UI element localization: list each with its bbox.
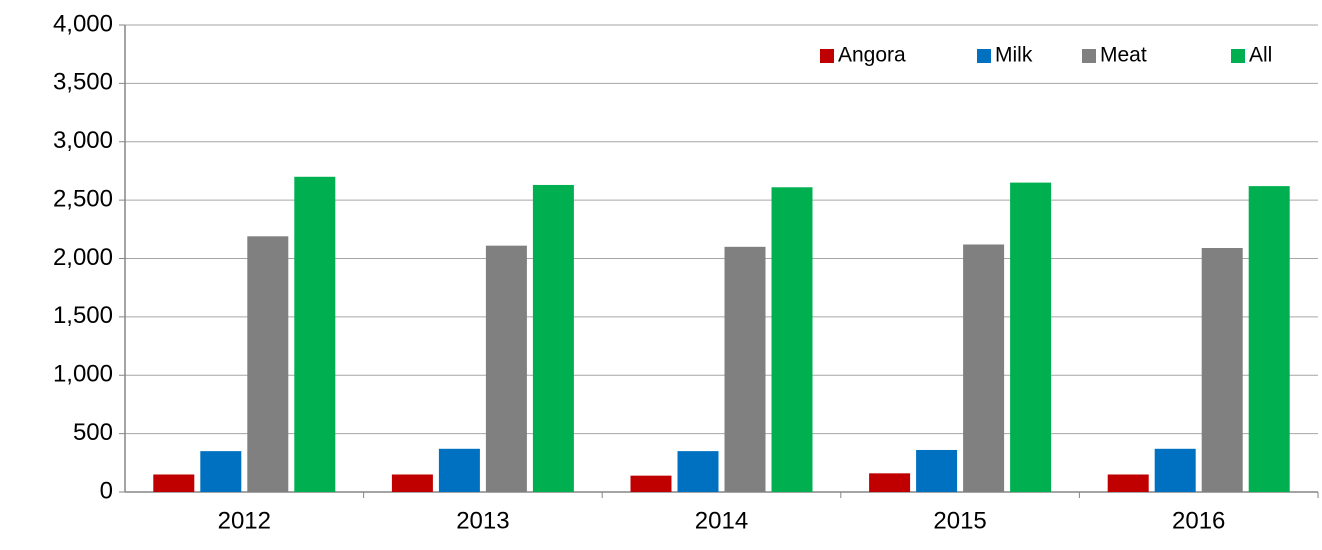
y-tick-label: 500 [73, 419, 113, 446]
legend-label: All [1249, 44, 1272, 67]
bar [1248, 186, 1290, 493]
bar [963, 244, 1005, 492]
bar [1154, 448, 1196, 492]
x-tick-label: 2013 [456, 507, 509, 534]
legend-label: Angora [838, 44, 906, 67]
bar [1107, 474, 1149, 492]
y-tick-label: 0 [100, 477, 113, 504]
legend-swatch [820, 49, 834, 63]
y-tick-label: 3,000 [53, 127, 113, 154]
bar [200, 451, 242, 492]
y-tick-label: 1,000 [53, 361, 113, 388]
legend-swatch [1231, 49, 1245, 63]
bar [294, 176, 336, 492]
x-tick-label: 2016 [1172, 507, 1225, 534]
bar [1010, 182, 1052, 493]
x-tick-label: 2012 [218, 507, 271, 534]
bar [630, 475, 672, 492]
x-tick-label: 2015 [933, 507, 986, 534]
bar [247, 236, 289, 492]
bar [532, 184, 574, 492]
legend-label: Meat [1100, 44, 1147, 67]
bar [677, 451, 719, 492]
y-tick-label: 1,500 [53, 302, 113, 329]
y-tick-label: 2,000 [53, 244, 113, 271]
bar [869, 473, 911, 492]
bar [391, 474, 433, 492]
bar [438, 448, 480, 492]
bar [916, 449, 958, 492]
legend-swatch [1082, 49, 1096, 63]
legend-swatch [977, 49, 991, 63]
y-tick-label: 4,000 [53, 10, 113, 37]
y-tick-label: 2,500 [53, 185, 113, 212]
bar [153, 474, 195, 492]
bar [724, 246, 766, 492]
y-tick-label: 3,500 [53, 69, 113, 96]
bar [771, 187, 813, 492]
bar [485, 245, 527, 492]
x-tick-label: 2014 [695, 507, 748, 534]
legend-label: Milk [995, 44, 1033, 67]
bar [1201, 247, 1243, 492]
